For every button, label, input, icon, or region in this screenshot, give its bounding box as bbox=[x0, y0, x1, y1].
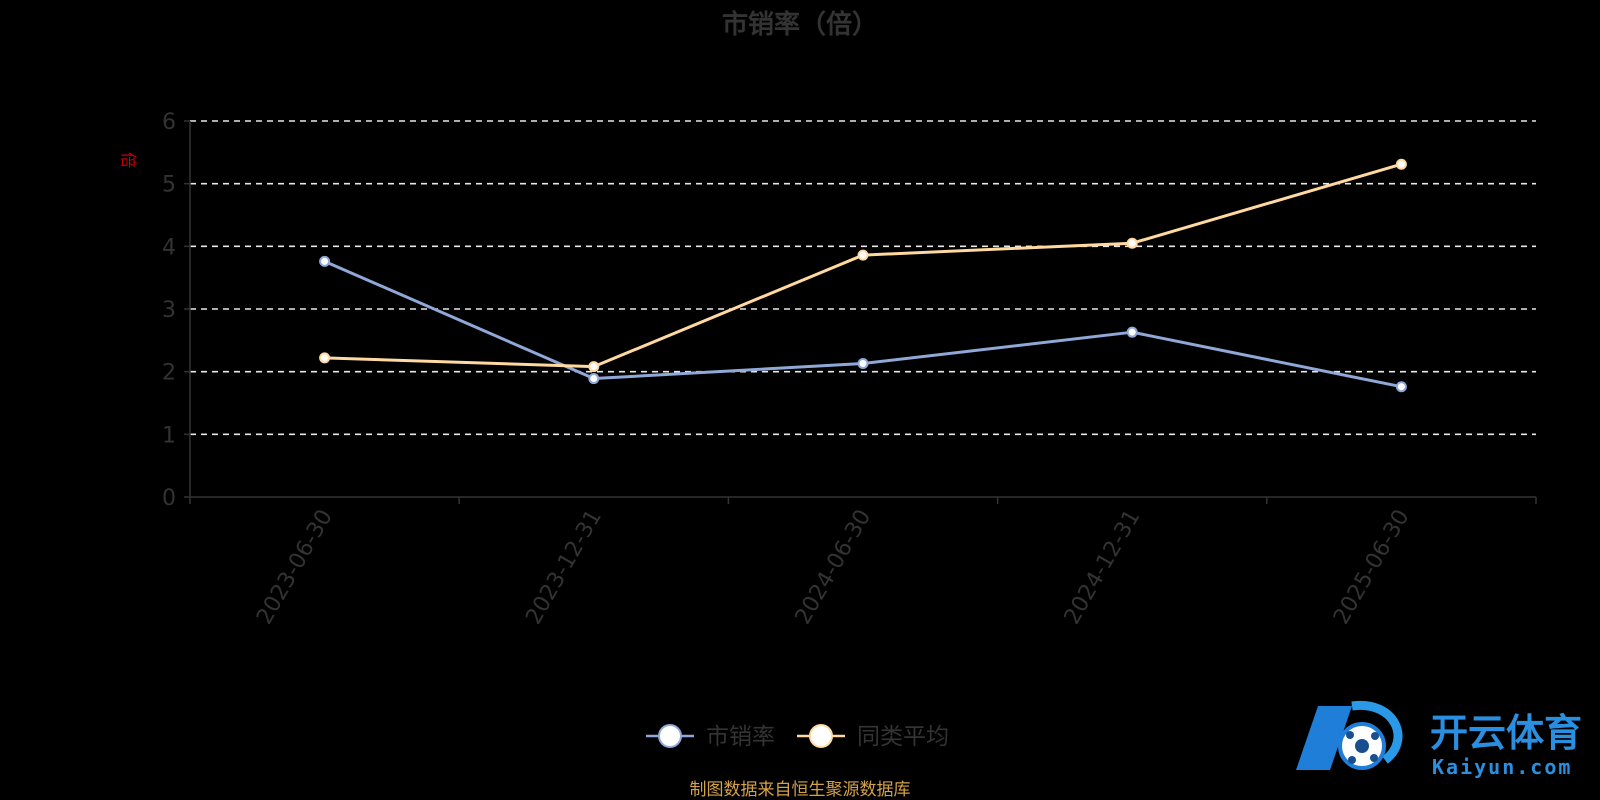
x-tick-label: 2025-06-30 bbox=[1329, 506, 1415, 629]
y-tick-label: 4 bbox=[162, 235, 176, 260]
y-tick-label: 3 bbox=[162, 298, 176, 323]
y-tick-label: 0 bbox=[162, 486, 176, 511]
series-1-point bbox=[588, 373, 600, 385]
axes bbox=[189, 121, 1537, 504]
x-tick-label: 2023-06-30 bbox=[252, 506, 338, 629]
grid-lines bbox=[190, 120, 1536, 436]
legend-label: 市销率 bbox=[706, 724, 775, 750]
y-tick-label: 1 bbox=[162, 423, 176, 448]
y-axis-unit-label: 倍 bbox=[119, 152, 138, 168]
x-tick-label: 2024-06-30 bbox=[791, 506, 877, 629]
y-tick-labels: 0 1 2 3 4 5 6 bbox=[162, 110, 190, 511]
data-source-footer: 制图数据来自恒生聚源数据库 bbox=[690, 780, 911, 800]
legend-item-1[interactable]: 市销率 bbox=[646, 724, 775, 750]
x-tick-label: 2024-12-31 bbox=[1060, 506, 1146, 629]
legend[interactable]: 市销率 同类平均 bbox=[646, 724, 949, 750]
series-lines bbox=[319, 158, 1407, 393]
series-1-point bbox=[1395, 381, 1407, 393]
kaiyun-watermark-logo: 开云体育 Kaiyun.com bbox=[1296, 700, 1582, 779]
legend-marker-icon bbox=[809, 724, 833, 748]
y-tick-label: 6 bbox=[162, 110, 176, 135]
watermark-cn-text: 开云体育 bbox=[1430, 711, 1582, 755]
legend-marker-icon bbox=[658, 724, 682, 748]
legend-label: 同类平均 bbox=[857, 724, 949, 750]
soccer-ball-icon bbox=[1296, 700, 1403, 770]
series-2-point bbox=[857, 249, 869, 261]
series-line-2 bbox=[324, 162, 1402, 369]
watermark-en-text: Kaiyun.com bbox=[1432, 755, 1572, 779]
legend-item-2[interactable]: 同类平均 bbox=[797, 724, 949, 750]
series-1-point bbox=[857, 358, 869, 370]
series-2-point bbox=[588, 361, 600, 373]
series-1-point bbox=[1126, 326, 1138, 338]
y-tick-label: 2 bbox=[162, 361, 176, 386]
series-2-point bbox=[1126, 237, 1138, 249]
series-1-point bbox=[319, 255, 331, 267]
chart-title: 市销率（倍） bbox=[722, 9, 878, 40]
y-tick-label: 5 bbox=[162, 173, 176, 198]
x-tick-label: 2023-12-31 bbox=[521, 506, 607, 629]
x-tick-labels: 2023-06-30 2023-12-31 2024-06-30 2024-12-31… bbox=[252, 506, 1414, 629]
series-2-point bbox=[319, 352, 331, 364]
series-2-point bbox=[1395, 158, 1407, 170]
